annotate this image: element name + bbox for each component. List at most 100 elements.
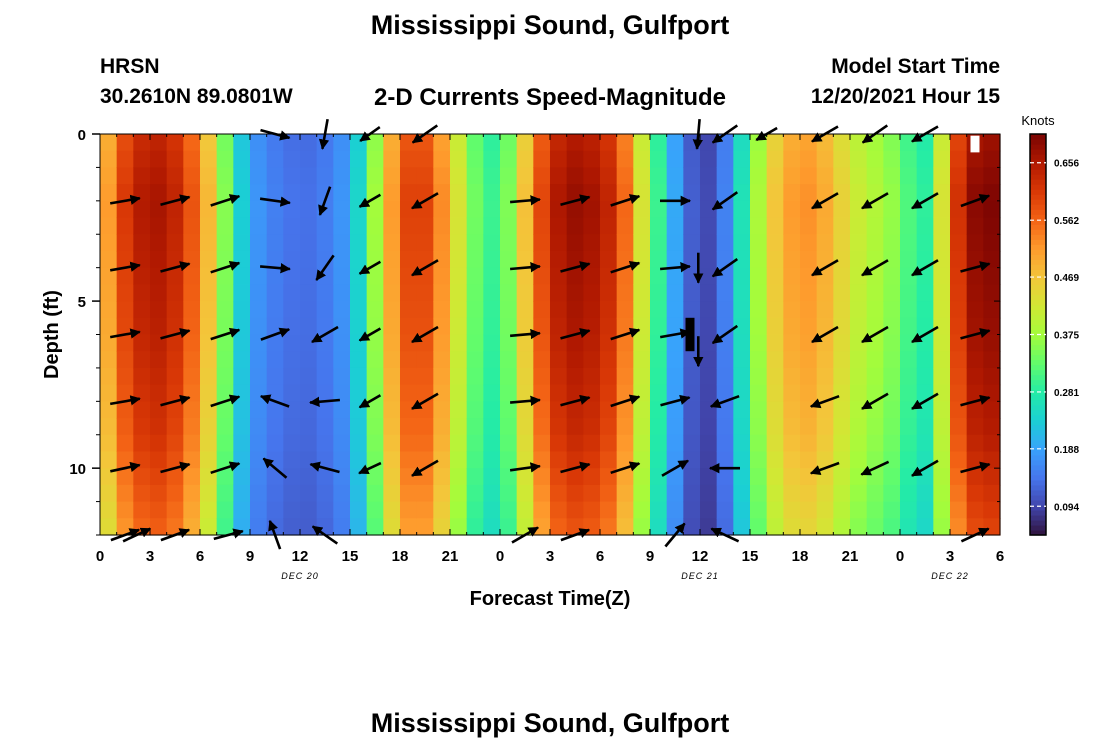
heat-cell [316,434,334,453]
heat-cell [533,434,551,453]
heat-cell [400,384,418,402]
heat-cell [333,384,351,402]
heat-cell [850,234,868,252]
heat-cell [883,284,901,302]
heat-cell [116,484,134,503]
heat-cell [950,217,968,235]
heat-cell [233,384,251,402]
heat-cell [633,367,651,386]
heat-cell [783,150,801,169]
heat-cell [266,200,284,219]
heat-cell [783,184,801,202]
date-label: DEC 22 [931,571,969,581]
colorbar-segment [1030,264,1046,270]
heat-cell [400,167,418,185]
colorbar-segment [1030,259,1046,265]
colorbar-tick-label: 0.375 [1054,331,1079,342]
heat-cell [166,284,184,302]
heat-cell [150,301,168,319]
heat-cell [383,184,401,202]
heat-cell [383,484,401,503]
heat-cell [850,301,868,319]
colorbar-segment [1030,319,1046,326]
heat-cell [616,401,634,419]
heat-cell [866,184,884,202]
heat-cell [800,184,818,202]
heat-cell [450,134,468,152]
heat-cell [866,484,884,503]
heat-cell [833,351,851,369]
heat-cell [300,468,318,486]
heat-cell [683,301,701,319]
heat-cell [333,317,351,336]
colorbar-tick-label: 0.562 [1054,216,1079,227]
heat-cell [316,468,334,486]
heat-cell [216,501,234,519]
heat-cell [700,301,718,319]
heat-cell [950,150,968,169]
heat-cell [916,418,934,436]
heat-cell [966,434,984,453]
current-vector-arrow [809,394,840,409]
heat-cell [633,418,651,436]
heat-cell [966,401,984,419]
heat-cell [266,501,284,519]
current-vector-arrow [160,194,191,206]
colorbar-tick-label: 0.469 [1054,273,1079,284]
heat-cell [633,301,651,319]
heat-cell [183,200,201,219]
heat-cell [600,217,618,235]
heat-cell [500,518,518,536]
heat-cell [500,484,518,503]
heat-cell [800,434,818,453]
heat-cell [333,518,351,536]
current-vector-arrow [960,328,991,340]
heat-cell [666,351,684,369]
heat-cell [416,234,434,252]
heat-cell [866,317,884,336]
heat-cell [466,367,484,386]
heat-cell [933,451,951,469]
current-vector-arrow [160,328,191,340]
heat-cell [700,234,718,252]
heat-cell [900,200,918,219]
heat-cell [816,250,834,269]
heat-cell [950,184,968,202]
heat-cell [366,134,384,152]
heat-cell [766,200,784,219]
heat-cell [783,250,801,269]
heat-cell [983,167,1001,185]
heat-cell [766,150,784,169]
heat-cell [250,317,268,336]
heat-cell [883,150,901,169]
heat-cell [300,134,318,152]
x-tick-label: 21 [842,548,859,565]
heat-cell [883,334,901,352]
heat-cell [416,384,434,402]
heat-cell [700,434,718,453]
heat-cell [150,484,168,503]
heat-cell [833,184,851,202]
heat-cell [250,267,268,285]
heat-cell [516,301,534,319]
heat-cell [783,334,801,352]
heat-cell [633,184,651,202]
model-start-value: 12/20/2021 Hour 15 [810,85,1000,108]
heat-cell [650,484,668,503]
heat-cell [500,150,518,169]
heat-cell [216,468,234,486]
heat-cell [233,284,251,302]
heat-cell [833,234,851,252]
heat-cell [166,434,184,453]
heat-cell [516,217,534,235]
heat-cell [850,167,868,185]
heat-cell [216,418,234,436]
heat-cell [516,334,534,352]
heat-cell [666,451,684,469]
current-vector-arrow [109,261,141,272]
heat-cell [833,367,851,386]
heat-cell [716,501,734,519]
heat-cell [683,501,701,519]
heat-cell [283,501,301,519]
heat-cell [616,167,634,185]
